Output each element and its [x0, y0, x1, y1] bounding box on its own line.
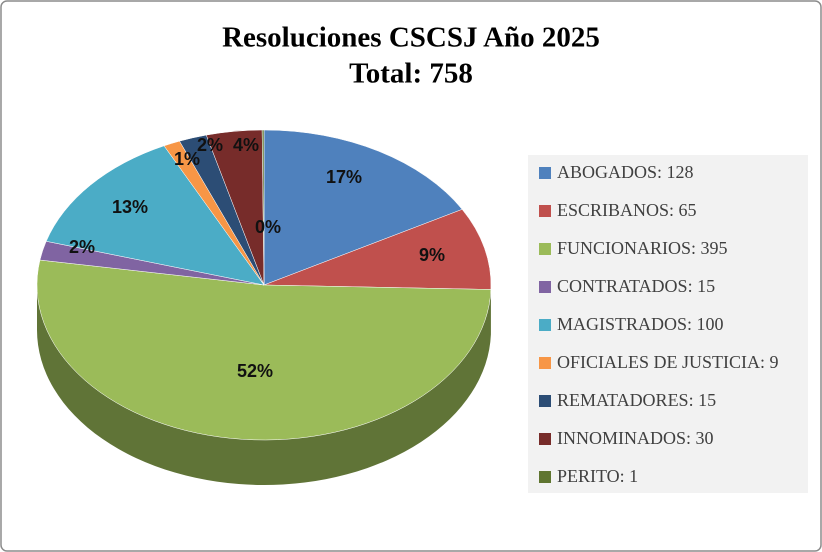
- chart-title: Resoluciones CSCSJ Año 2025: [222, 22, 600, 54]
- legend-label: FUNCIONARIOS: 395: [557, 238, 728, 258]
- slice: [263, 129, 463, 286]
- legend-swatch: [539, 243, 551, 255]
- slice-top: [261, 129, 265, 286]
- legend-swatch: [539, 433, 551, 445]
- legend-label: MAGISTRADOS: 100: [557, 314, 724, 334]
- legend-swatch: [539, 205, 551, 217]
- data-label: 17%: [326, 167, 362, 187]
- legend-label: ABOGADOS: 128: [557, 162, 694, 182]
- legend-label: INNOMINADOS: 30: [557, 428, 714, 448]
- slice: [261, 129, 265, 286]
- data-label: 1%: [174, 149, 200, 169]
- legend-label: CONTRATADOS: 15: [557, 276, 715, 296]
- legend-swatch: [539, 395, 551, 407]
- chart-subtitle: Total: 758: [349, 58, 473, 90]
- slice: [36, 259, 492, 486]
- slice: [45, 145, 265, 286]
- data-label: 2%: [69, 237, 95, 257]
- legend-swatch: [539, 471, 551, 483]
- data-label: 4%: [233, 135, 259, 155]
- legend-label: REMATADORES: 15: [557, 390, 716, 410]
- slice-top: [263, 209, 492, 290]
- legend-swatch: [539, 167, 551, 179]
- slice-side: [37, 285, 491, 486]
- data-label: 13%: [112, 197, 148, 217]
- legend-swatch: [539, 319, 551, 331]
- slice-top: [36, 259, 492, 441]
- pie: 17%9%52%2%13%1%2% 4%0%: [36, 129, 492, 486]
- legend: ABOGADOS: 128 ESCRIBANOS: 65 FUNCIONARIOS:…: [528, 155, 808, 493]
- legend-swatch: [539, 357, 551, 369]
- data-label: 52%: [237, 361, 273, 381]
- legend-label: OFICIALES DE JUSTICIA: 9: [557, 352, 779, 372]
- legend-label: PERITO: 1: [557, 466, 638, 486]
- slice: [263, 209, 492, 335]
- data-label: 9%: [419, 245, 445, 265]
- data-label: 0%: [255, 217, 281, 237]
- slice-top: [45, 145, 265, 286]
- data-label: 2%: [197, 135, 223, 155]
- legend-swatch: [539, 281, 551, 293]
- slice-top: [263, 129, 463, 286]
- legend-box: [528, 155, 808, 493]
- legend-label: ESCRIBANOS: 65: [557, 200, 697, 220]
